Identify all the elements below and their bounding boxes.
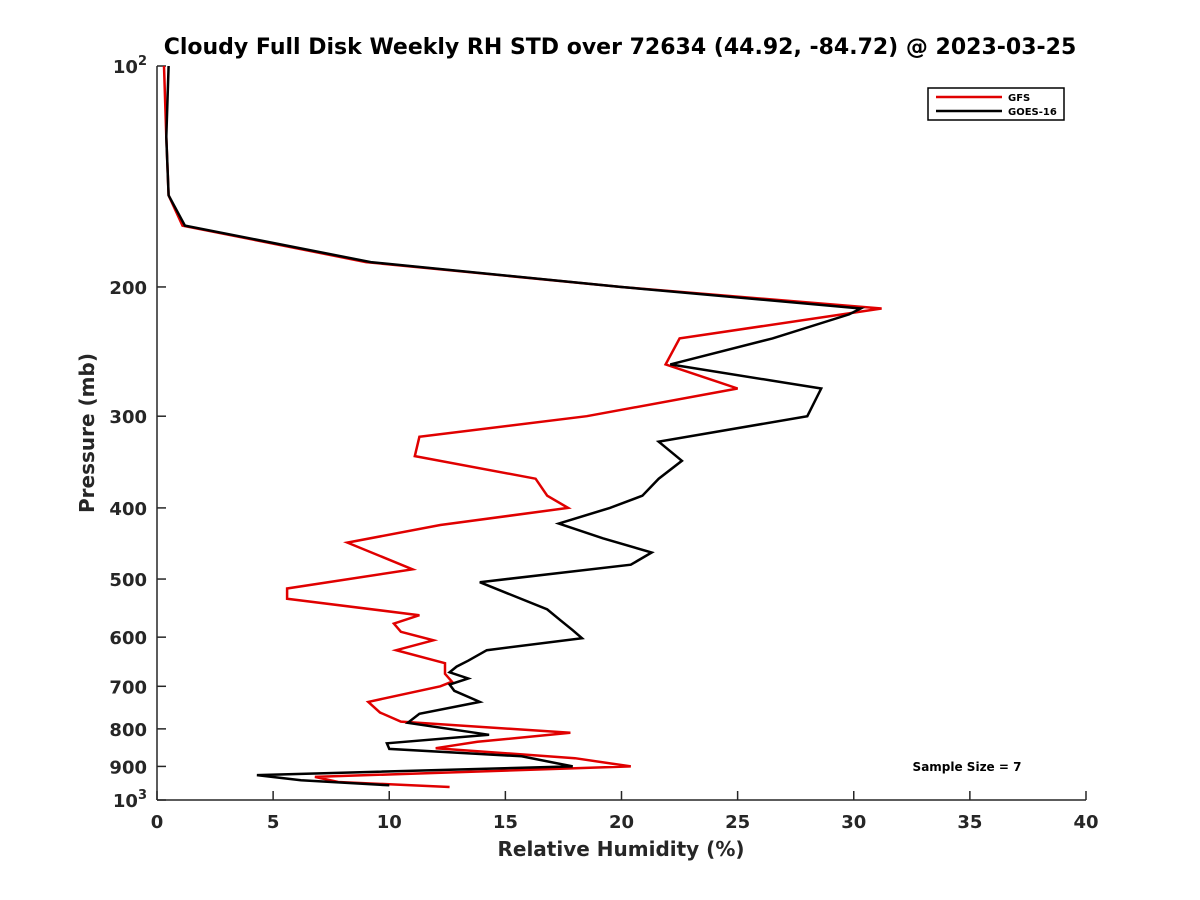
x-axis-label: Relative Humidity (%) <box>497 837 744 861</box>
y-tick-label-600: 600 <box>109 628 147 649</box>
y-tick-label-200: 200 <box>109 278 147 299</box>
y-tick-label-700: 700 <box>109 677 147 698</box>
legend-label-goes-16: GOES-16 <box>1008 107 1057 118</box>
plot-area: 0 5 10 15 20 25 30 35 40 102 200 300 400 500 600 700 80… <box>109 54 1098 833</box>
x-tick-label-0: 0 <box>151 812 164 833</box>
legend: GFS GOES-16 <box>927 87 1065 121</box>
y-tick-label-400: 400 <box>109 499 147 520</box>
sample-size-annotation: Sample Size = 7 <box>913 760 1022 774</box>
y-tick-label-1000: 103 <box>113 788 147 812</box>
x-tick-label-5: 5 <box>267 812 280 833</box>
x-tick-label-35: 35 <box>957 812 982 833</box>
y-tick-label-800: 800 <box>109 720 147 741</box>
x-tick-label-25: 25 <box>725 812 750 833</box>
series-lines <box>162 65 882 789</box>
y-tick-label-300: 300 <box>109 407 147 428</box>
x-tick-label-30: 30 <box>841 812 866 833</box>
legend-box <box>927 87 1065 121</box>
chart-title: Cloudy Full Disk Weekly RH STD over 7263… <box>164 35 1077 60</box>
y-tick-label-900: 900 <box>109 757 147 778</box>
x-tick-label-10: 10 <box>377 812 402 833</box>
series-line-gfs <box>162 65 882 789</box>
legend-label-gfs: GFS <box>1008 93 1030 104</box>
series-line-goes-16 <box>165 65 866 787</box>
y-ticks: 102 200 300 400 500 600 700 800 900 103 <box>109 54 166 812</box>
y-tick-label-100: 102 <box>113 54 147 78</box>
y-axis-label: Pressure (mb) <box>75 353 99 513</box>
y-tick-label-500: 500 <box>109 570 147 591</box>
x-ticks: 0 5 10 15 20 25 30 35 40 <box>151 791 1099 833</box>
x-tick-label-20: 20 <box>609 812 634 833</box>
x-tick-label-40: 40 <box>1073 812 1098 833</box>
x-tick-label-15: 15 <box>493 812 518 833</box>
